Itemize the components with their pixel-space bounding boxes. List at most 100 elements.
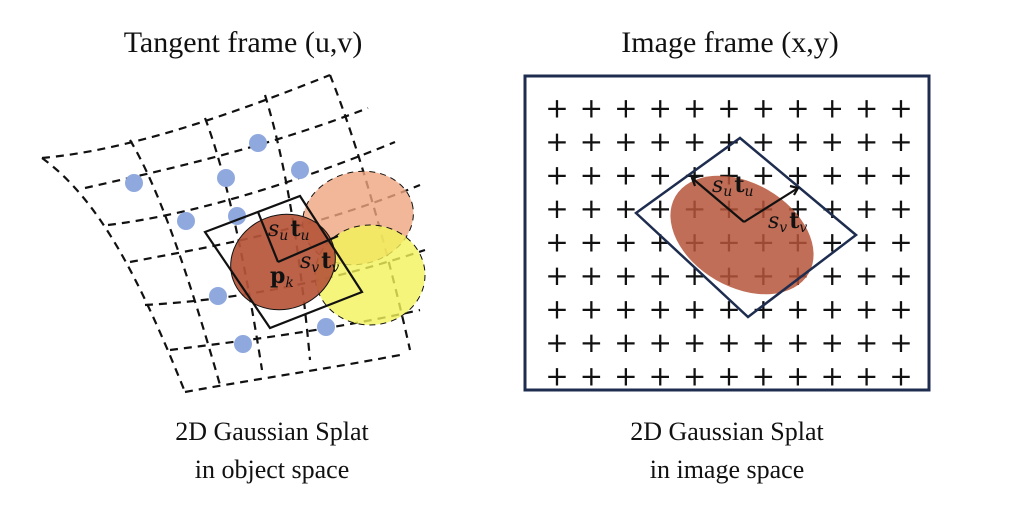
right-tangent-vectors [690, 174, 800, 223]
pixel-marker: + [648, 293, 671, 326]
pixel-marker: + [855, 326, 878, 359]
right-caption-line2: in image space [650, 455, 805, 484]
pixel-marker: + [820, 360, 843, 393]
image-frame-border [523, 74, 931, 392]
pixel-marker: + [820, 192, 843, 225]
pixel-marker: + [752, 92, 775, 125]
pixel-marker: + [752, 293, 775, 326]
pixel-marker: + [820, 159, 843, 192]
surface-point [291, 161, 309, 179]
pixel-marker: + [648, 92, 671, 125]
pixel-marker: + [614, 159, 637, 192]
pk-label: pk [270, 263, 294, 291]
pixel-marker: + [717, 293, 740, 326]
pixel-marker: + [820, 326, 843, 359]
right-su-tu-label: sutu [712, 172, 754, 200]
pixel-marker: + [545, 192, 568, 225]
pixel-marker: + [545, 293, 568, 326]
pixel-marker: + [580, 92, 603, 125]
left-sv-tv-label: svtv [300, 248, 339, 276]
surface-point [249, 134, 267, 152]
pixel-marker: + [648, 226, 671, 259]
left-title: Tangent frame (u,v) [124, 26, 363, 59]
surface-point [217, 169, 235, 187]
surface-point [177, 212, 195, 230]
pixel-marker: + [614, 360, 637, 393]
pixel-marker: + [889, 192, 912, 225]
pixel-marker: + [717, 92, 740, 125]
pixel-marker: + [648, 125, 671, 158]
pixel-marker: + [580, 159, 603, 192]
pixel-marker: + [545, 226, 568, 259]
pixel-marker: + [648, 360, 671, 393]
pixel-marker: + [786, 360, 809, 393]
left-caption-line2: in object space [195, 455, 350, 484]
pixel-marker: + [855, 159, 878, 192]
pixel-marker: + [889, 159, 912, 192]
pixel-marker: + [855, 259, 878, 292]
pixel-marker: + [786, 92, 809, 125]
pixel-marker: + [752, 159, 775, 192]
pixel-marker: + [786, 326, 809, 359]
pixel-marker: + [855, 192, 878, 225]
pixel-marker: + [820, 92, 843, 125]
pixel-marker: + [889, 125, 912, 158]
tangent-frame-square [203, 194, 364, 330]
pixel-marker: + [855, 360, 878, 393]
pixel-marker: + [717, 360, 740, 393]
surface-point [209, 287, 227, 305]
pixel-marker: + [545, 326, 568, 359]
pixel-marker: + [717, 326, 740, 359]
pixel-marker: + [580, 125, 603, 158]
pixel-marker: + [683, 92, 706, 125]
pixel-marker: + [855, 125, 878, 158]
pixel-marker: + [648, 326, 671, 359]
pixel-marker: + [889, 360, 912, 393]
pixel-marker: + [889, 293, 912, 326]
surface-points [125, 134, 335, 353]
pixel-marker: + [545, 92, 568, 125]
pixel-marker: + [614, 192, 637, 225]
pixel-marker: + [855, 226, 878, 259]
pixel-marker: + [683, 360, 706, 393]
pixel-marker: + [580, 326, 603, 359]
pixel-marker: + [683, 125, 706, 158]
pixel-marker: + [889, 326, 912, 359]
surface-point [317, 318, 335, 336]
pixel-marker: + [580, 360, 603, 393]
pixel-marker: + [752, 326, 775, 359]
pixel-marker: + [580, 226, 603, 259]
pixel-marker: + [545, 125, 568, 158]
pixel-marker: + [820, 293, 843, 326]
left-panel: Tangent frame (u,v) [41, 26, 426, 484]
projected-tangent-square [634, 136, 859, 319]
pixel-marker: + [545, 259, 568, 292]
pixel-marker: + [545, 360, 568, 393]
left-caption-line1: 2D Gaussian Splat [175, 417, 369, 446]
pixel-marker: + [683, 326, 706, 359]
pixel-marker: + [855, 293, 878, 326]
main-splat [230, 213, 336, 311]
pixel-marker: + [786, 159, 809, 192]
pixel-marker: + [752, 125, 775, 158]
pixel-marker: + [545, 159, 568, 192]
pixel-marker: + [580, 259, 603, 292]
pixel-marker: + [614, 259, 637, 292]
right-title: Image frame (x,y) [621, 26, 838, 59]
pixel-marker: + [580, 293, 603, 326]
left-su-tu-label: sutu [268, 216, 310, 244]
pixel-marker: + [614, 293, 637, 326]
right-panel: Image frame (x,y) + + + + + + + + + + ++ + + + + + + + + + +… [523, 26, 931, 484]
pixel-marker: + [580, 192, 603, 225]
surface-point [125, 174, 143, 192]
pixel-marker: + [786, 293, 809, 326]
pixel-marker: + [889, 226, 912, 259]
pixel-marker: + [648, 259, 671, 292]
pixel-marker: + [614, 125, 637, 158]
image-space-splat [670, 175, 814, 295]
pixel-marker: + [820, 259, 843, 292]
pixel-marker: + [855, 92, 878, 125]
tangent-surface-mesh [41, 73, 426, 394]
pixel-marker: + [786, 125, 809, 158]
